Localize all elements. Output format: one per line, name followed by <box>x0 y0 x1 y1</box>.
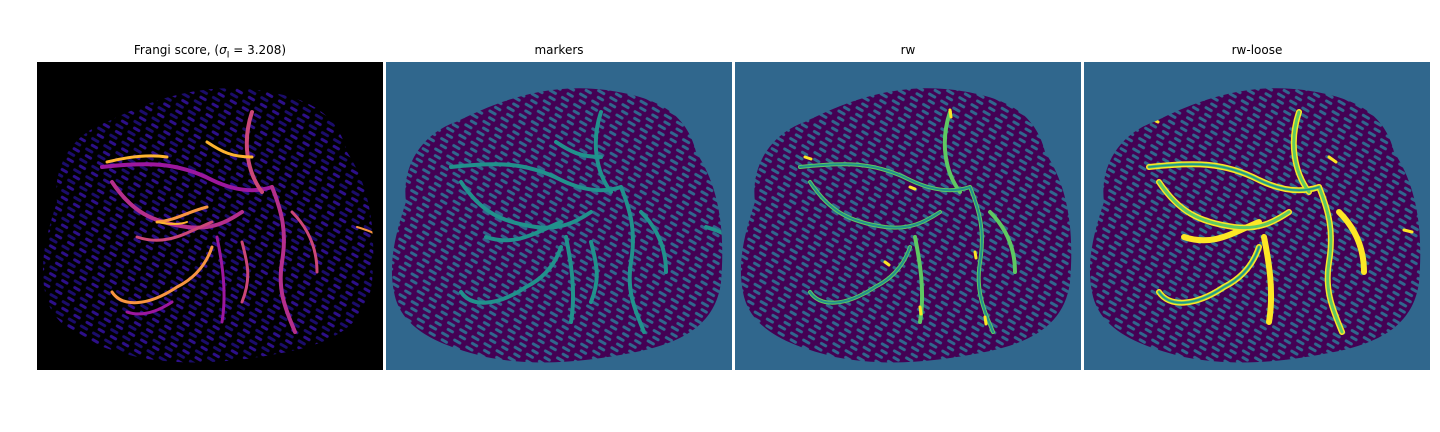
rw-loose-panel-title: rw-loose <box>1084 43 1430 57</box>
rw-loose-image <box>1084 62 1430 370</box>
frangi-title-prefix: Frangi score, ( <box>134 43 219 57</box>
frangi-title-suffix: = 3.208) <box>229 43 286 57</box>
markers-image <box>386 62 732 370</box>
frangi-title-sigma: σ <box>219 43 227 57</box>
rw-image-panel <box>735 62 1081 370</box>
frangi-image-panel <box>37 62 383 370</box>
rw-panel-title: rw <box>735 43 1081 57</box>
frangi-panel-title: Frangi score, (σI = 3.208) <box>37 43 383 60</box>
markers-image-panel <box>386 62 732 370</box>
rw-image <box>735 62 1081 370</box>
markers-panel-title: markers <box>386 43 732 57</box>
frangi-image <box>37 62 383 370</box>
rw-loose-image-panel <box>1084 62 1430 370</box>
